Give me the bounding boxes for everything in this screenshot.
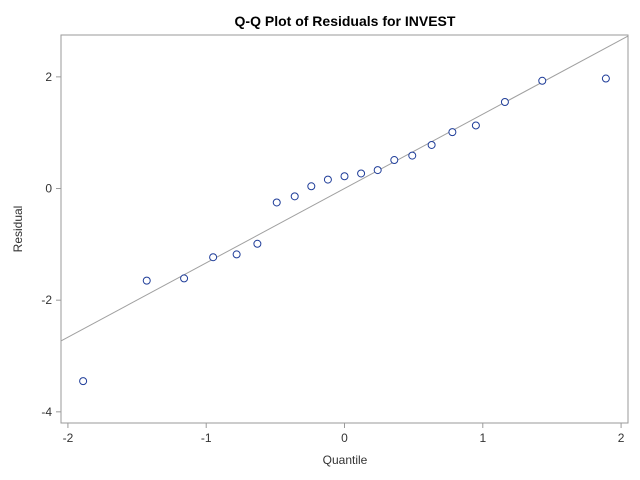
x-tick-label: -1 bbox=[201, 431, 212, 445]
reference-line-group bbox=[60, 35, 629, 342]
points-group bbox=[79, 74, 610, 386]
y-tick-label: -2 bbox=[41, 293, 52, 307]
data-point bbox=[209, 253, 218, 262]
x-axis-label: Quantile bbox=[323, 453, 368, 467]
data-point bbox=[427, 140, 436, 149]
x-tick-label: 2 bbox=[618, 431, 625, 445]
y-tick-label: 0 bbox=[45, 182, 52, 196]
data-point bbox=[408, 151, 417, 160]
data-point bbox=[307, 182, 316, 191]
x-tick-label: 0 bbox=[341, 431, 348, 445]
chart-title: Q-Q Plot of Residuals for INVEST bbox=[235, 13, 456, 29]
data-point bbox=[538, 76, 547, 85]
data-point bbox=[471, 121, 480, 130]
data-point bbox=[142, 276, 151, 285]
data-point bbox=[290, 192, 299, 201]
y-tick-label: -4 bbox=[41, 405, 52, 419]
y-tick-label: 2 bbox=[45, 70, 52, 84]
data-point bbox=[232, 250, 241, 259]
data-point bbox=[601, 74, 610, 83]
data-point bbox=[79, 377, 88, 386]
data-point bbox=[253, 239, 262, 248]
x-tick-label: 1 bbox=[479, 431, 486, 445]
data-point bbox=[340, 172, 349, 181]
data-point bbox=[357, 169, 366, 178]
plot-frame bbox=[60, 34, 629, 424]
data-point bbox=[448, 128, 457, 137]
y-axis-label: Residual bbox=[11, 206, 25, 253]
data-point bbox=[323, 175, 332, 184]
data-point bbox=[180, 274, 189, 283]
data-point bbox=[373, 166, 382, 175]
x-axis: -2 -1 0 1 2 bbox=[63, 423, 625, 445]
y-axis: -4 -2 0 2 bbox=[41, 70, 61, 419]
data-point bbox=[500, 97, 509, 106]
reference-line bbox=[60, 35, 629, 342]
x-tick-label: -2 bbox=[63, 431, 74, 445]
data-point bbox=[272, 198, 281, 207]
data-point bbox=[390, 156, 399, 165]
